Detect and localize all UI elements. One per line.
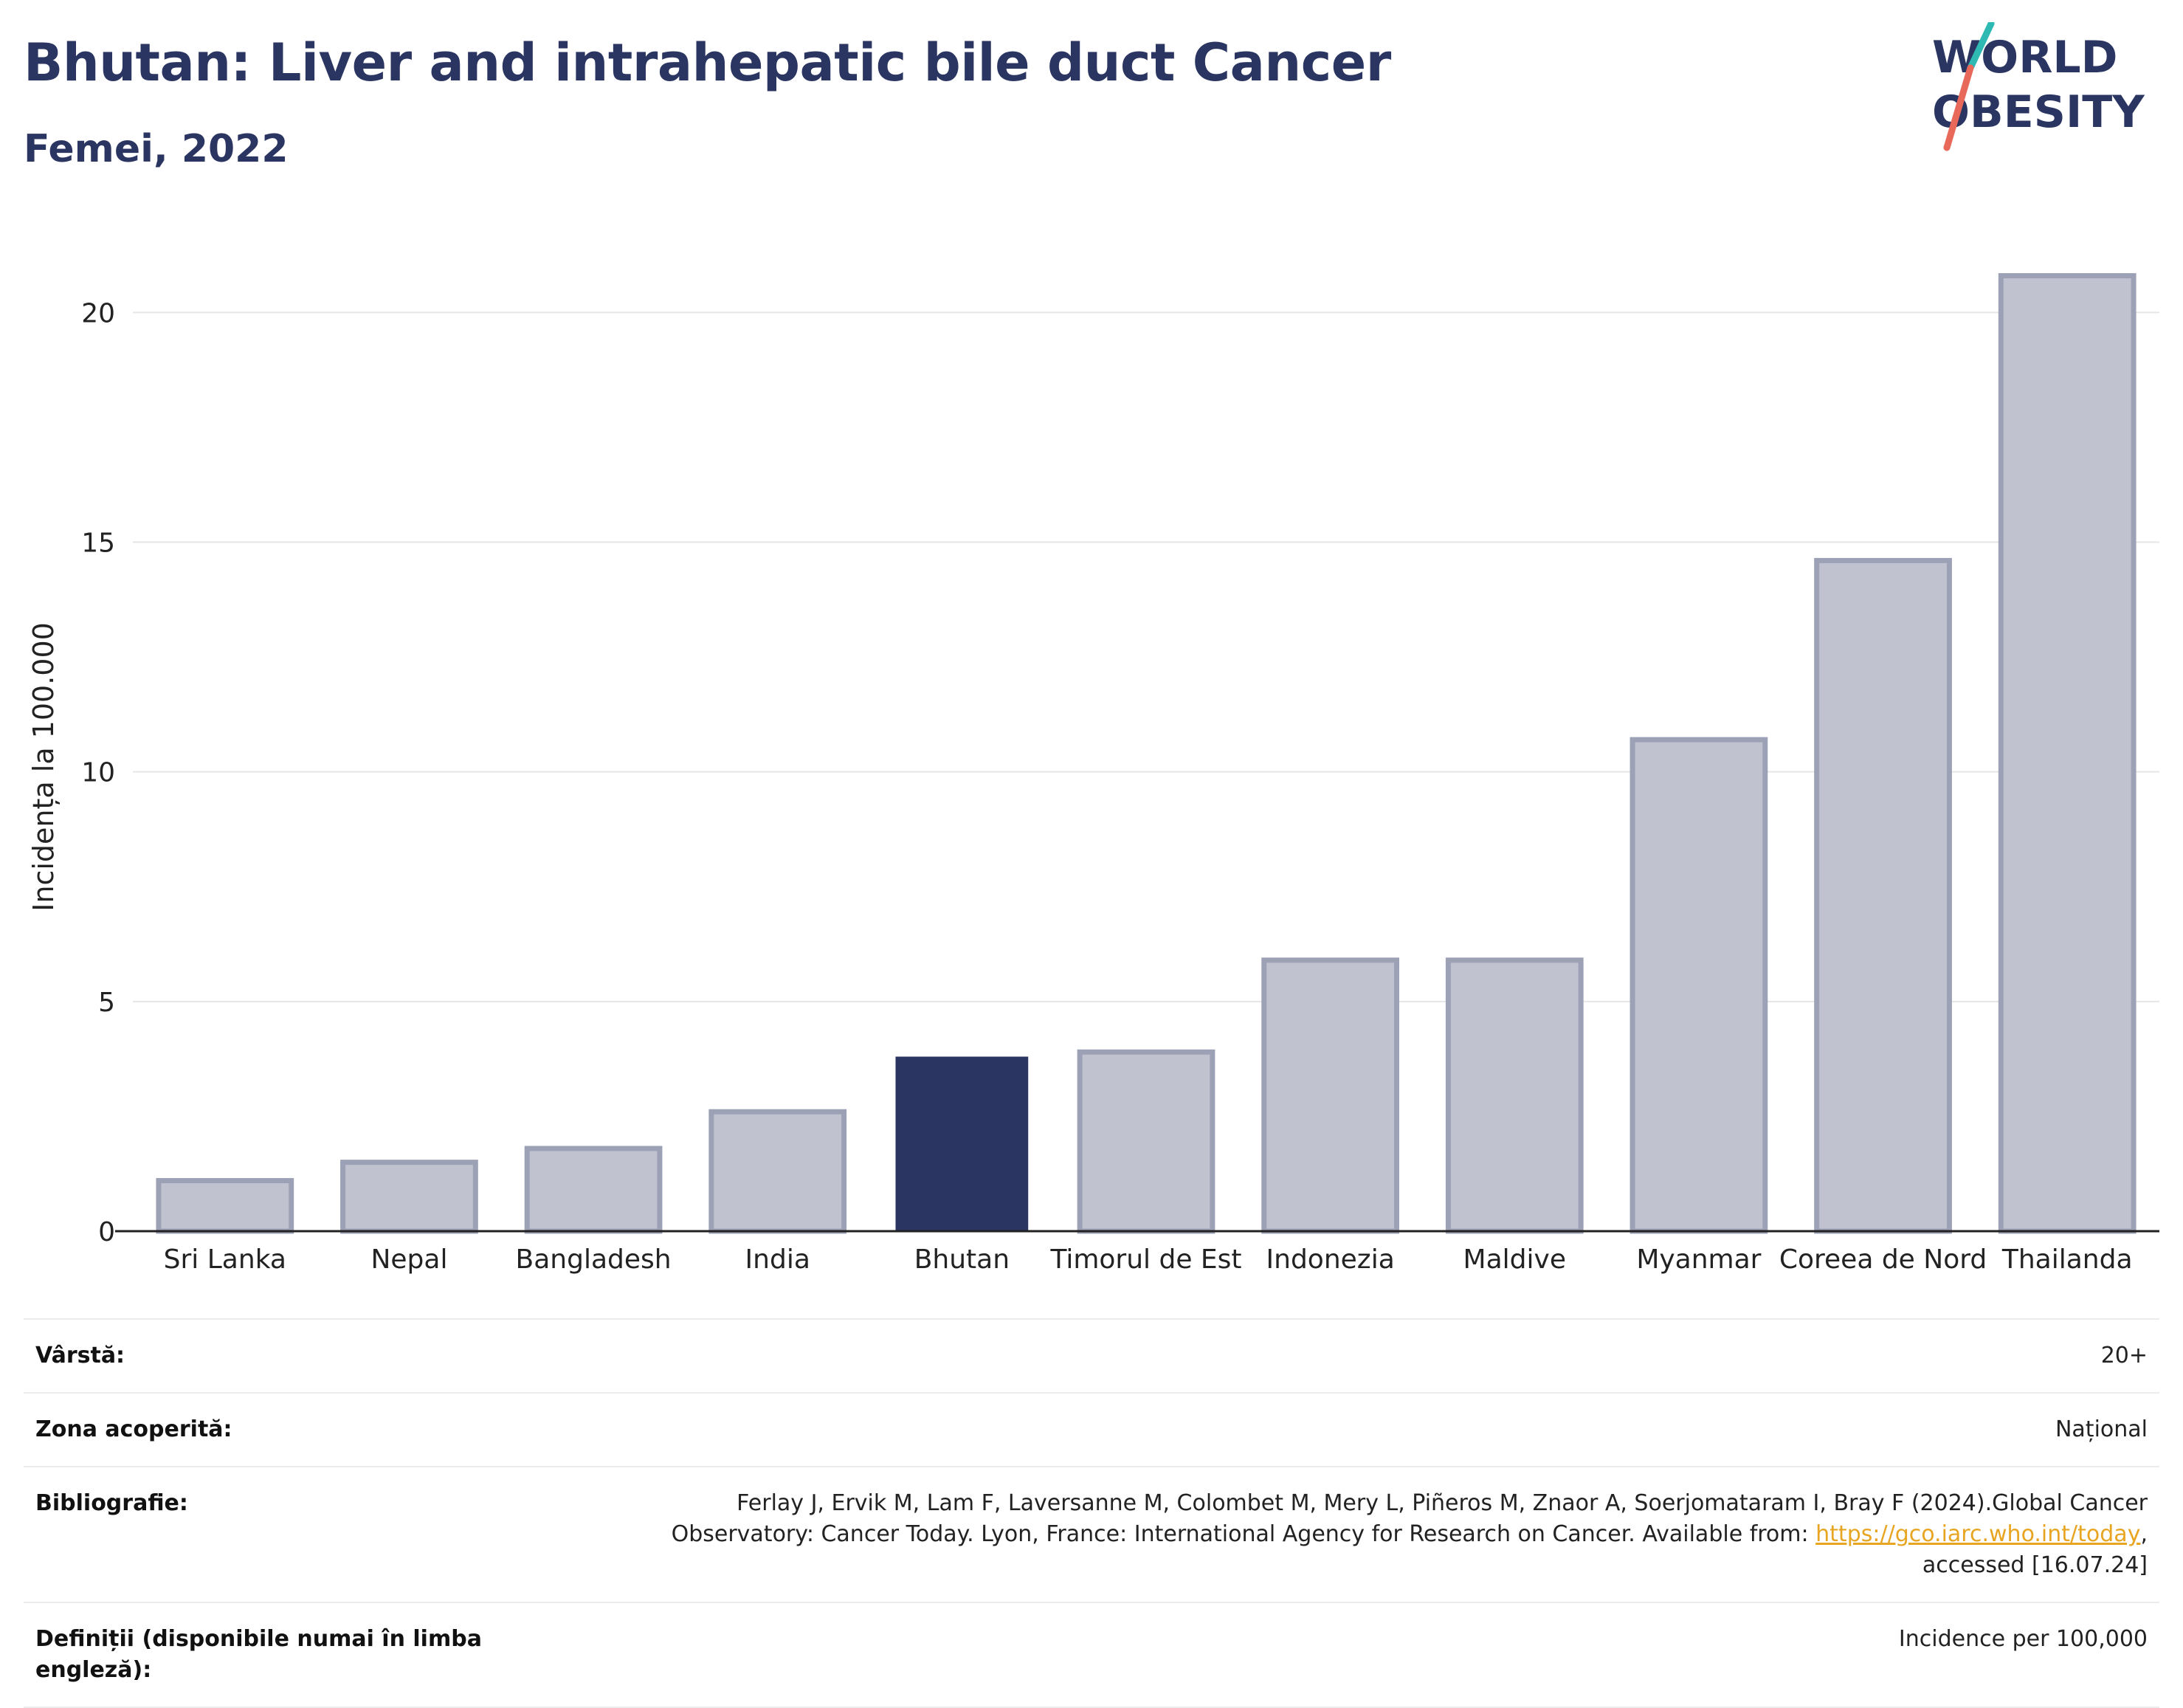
- bar-thailanda[interactable]: [1998, 273, 2137, 1234]
- x-tick-label: Myanmar: [1636, 1244, 1761, 1275]
- coverage-label: Zona acoperită:: [35, 1416, 232, 1442]
- meta-row-definitions: Definiții (disponibile numai în limba en…: [24, 1603, 2159, 1708]
- x-tick-label: Timorul de Est: [1049, 1244, 1241, 1275]
- bar-chart: 0 5 10 15 20 Sri Lanka Nepal Bangladesh India Bh…: [27, 273, 2159, 1275]
- x-tick-label: Sri Lanka: [164, 1244, 286, 1275]
- bibliography-label: Bibliografie:: [35, 1490, 188, 1516]
- world-obesity-logo: WORLD OBESITY: [1932, 22, 2145, 151]
- logo-text-world: WORLD: [1932, 32, 2117, 83]
- x-tick-label: Maldive: [1463, 1244, 1566, 1275]
- bar-bangladesh[interactable]: [524, 1146, 663, 1234]
- bar-nepal[interactable]: [340, 1160, 478, 1234]
- x-tick-label: Thailanda: [2001, 1244, 2133, 1275]
- y-tick-label: 15: [81, 528, 115, 559]
- bar-indonezia[interactable]: [1261, 957, 1400, 1234]
- bar-bhutan[interactable]: [895, 1056, 1029, 1231]
- age-label: Vârstă:: [35, 1343, 125, 1368]
- bars: [156, 273, 2137, 1234]
- x-axis-ticks: Sri Lanka Nepal Bangladesh India Bhutan Timor…: [164, 1244, 2133, 1275]
- x-tick-label: Bangladesh: [516, 1244, 672, 1275]
- bibliography-line3: accessed [16.07.24]: [1922, 1552, 2148, 1578]
- x-tick-label: Indonezia: [1266, 1244, 1395, 1275]
- bar-timorul-de-est[interactable]: [1077, 1049, 1215, 1234]
- chart-subtitle: Femei, 2022: [24, 127, 289, 171]
- meta-row-age: Vârstă: 20+: [24, 1320, 2159, 1394]
- meta-row-bibliography: Bibliografie: Ferlay J, Ervik M, Lam F, …: [24, 1467, 2159, 1603]
- bar-india[interactable]: [708, 1109, 847, 1234]
- bar-myanmar[interactable]: [1630, 737, 1768, 1234]
- y-tick-label: 5: [98, 988, 115, 1018]
- bibliography-value: Ferlay J, Ervik M, Lam F, Laversanne M, …: [672, 1488, 2148, 1581]
- bar-maldive[interactable]: [1445, 957, 1584, 1234]
- logo-text-obesity: OBESITY: [1932, 86, 2145, 138]
- bibliography-line2-prefix: Observatory: Cancer Today. Lyon, France:…: [671, 1521, 1816, 1547]
- y-axis-label: Incidența la 100.000: [27, 622, 60, 912]
- logo-slash-teal: [1967, 22, 1995, 72]
- y-tick-label: 10: [81, 758, 115, 788]
- meta-row-coverage: Zona acoperită: Național: [24, 1394, 2159, 1467]
- x-tick-label: India: [745, 1244, 810, 1275]
- bar-sri-lanka[interactable]: [156, 1178, 294, 1234]
- definitions-label: Definiții (disponibile numai în limba en…: [35, 1626, 482, 1683]
- bibliography-line1: Ferlay J, Ervik M, Lam F, Laversanne M, …: [737, 1490, 2148, 1516]
- bar-coreea-de-nord[interactable]: [1814, 557, 1952, 1234]
- bibliography-line2-suffix: ,: [2140, 1521, 2148, 1547]
- bibliography-link[interactable]: https://gco.iarc.who.int/today: [1815, 1521, 2141, 1547]
- x-tick-label: Nepal: [370, 1244, 447, 1275]
- definitions-value: Incidence per 100,000: [1898, 1626, 2148, 1652]
- coverage-value: Național: [2055, 1416, 2148, 1442]
- x-tick-label: Bhutan: [914, 1244, 1010, 1275]
- metadata-table: Vârstă: 20+ Zona acoperită: Național Bib…: [24, 1318, 2159, 1708]
- age-value: 20+: [2100, 1343, 2148, 1368]
- y-tick-label: 20: [81, 298, 115, 328]
- chart-title: Bhutan: Liver and intrahepatic bile duct…: [24, 32, 1391, 93]
- y-tick-label: 0: [98, 1217, 115, 1247]
- logo-slash-red: [1943, 64, 1974, 151]
- x-tick-label: Coreea de Nord: [1779, 1244, 1987, 1275]
- y-axis-ticks: 0 5 10 15 20: [81, 298, 115, 1247]
